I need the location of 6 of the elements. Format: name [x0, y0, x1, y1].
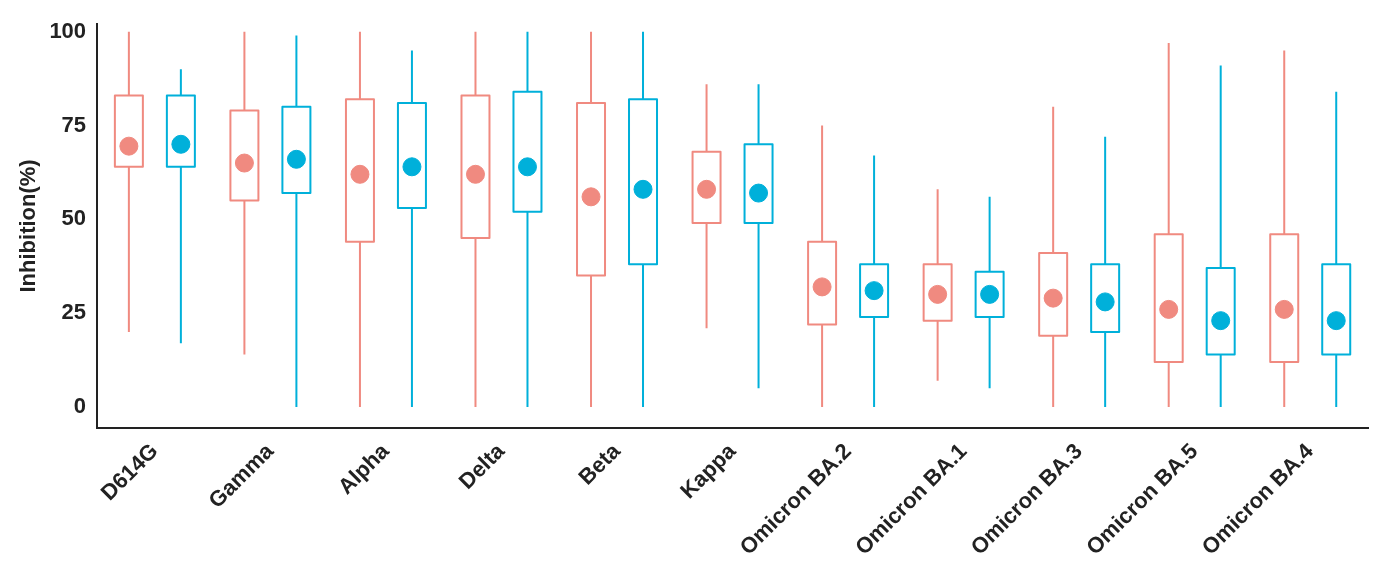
- y-axis-title: Inhibition(%): [15, 159, 41, 293]
- y-tick-label: 50: [61, 205, 87, 231]
- y-tick-label: 100: [49, 17, 87, 43]
- y-tick-label: 0: [73, 393, 87, 419]
- y-tick-label: 75: [61, 111, 87, 137]
- y-tick-label: 25: [61, 299, 87, 325]
